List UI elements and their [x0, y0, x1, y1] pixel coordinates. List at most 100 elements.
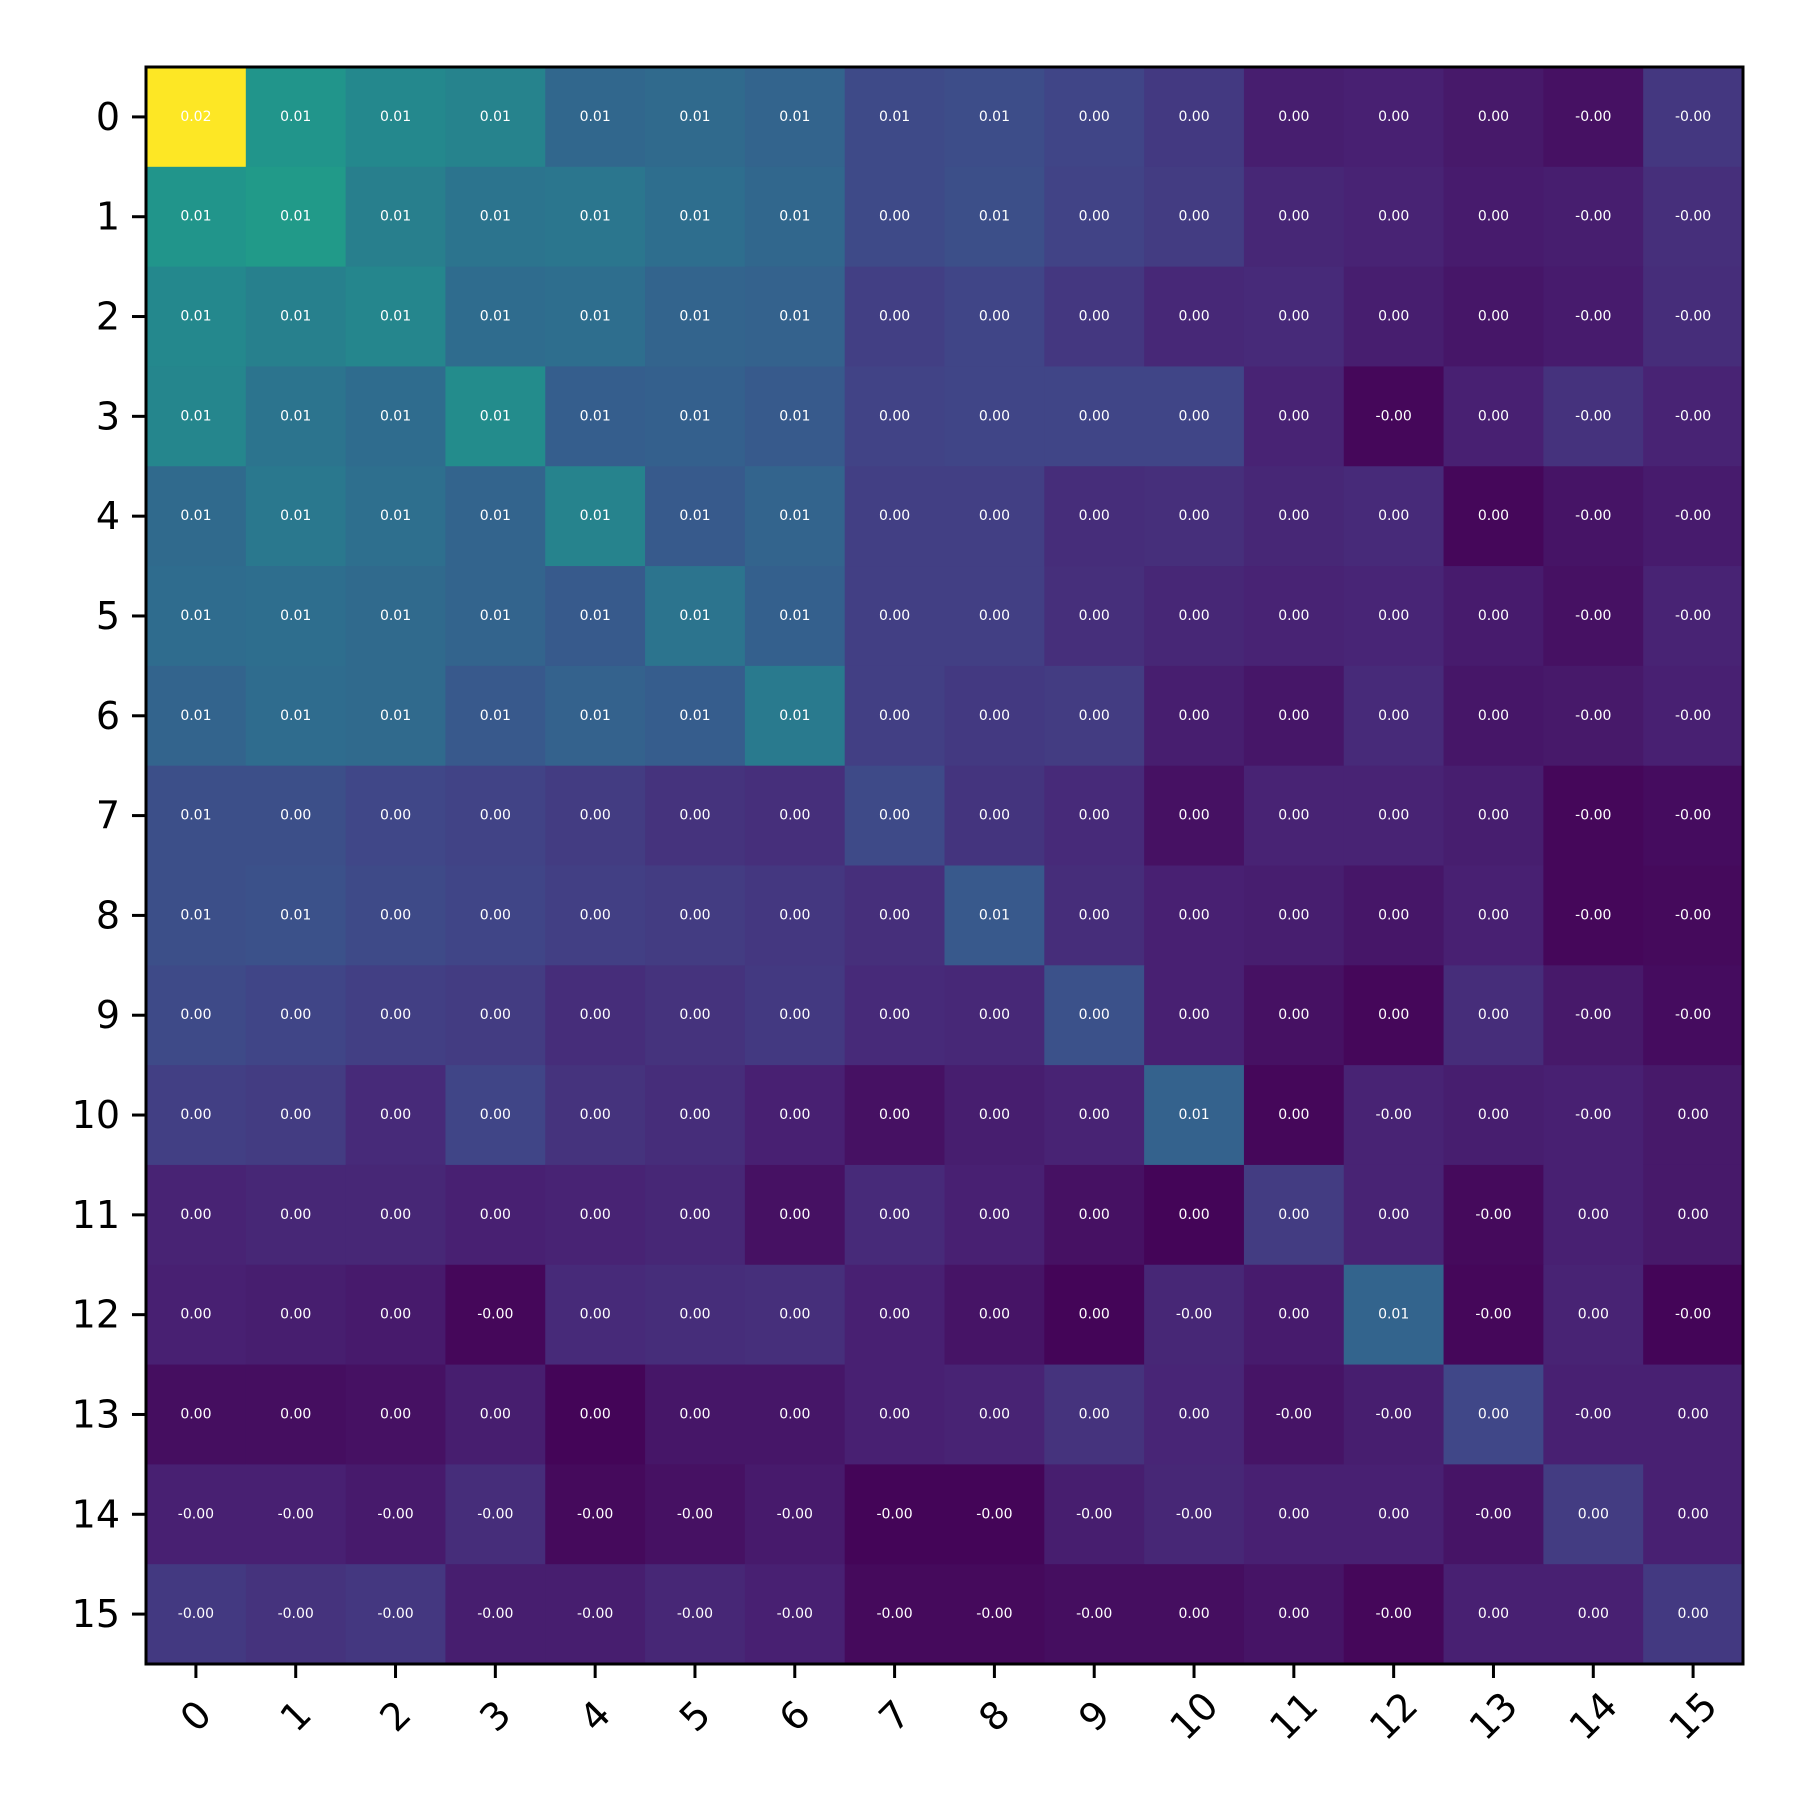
y-tick-label: 13 [72, 1392, 120, 1436]
cell-value-label: 0.00 [1378, 209, 1409, 225]
heatmap-cell [1144, 1164, 1245, 1266]
cell-value-label: 0.00 [1478, 1606, 1509, 1622]
heatmap-cell [545, 865, 646, 966]
heatmap-cell [744, 1464, 846, 1565]
cell-value-label: 0.01 [380, 408, 411, 424]
heatmap-cell [744, 965, 846, 1066]
cell-value-label: 0.00 [1478, 209, 1509, 225]
cell-value-label: 0.00 [1478, 608, 1509, 624]
heatmap-cell [1443, 366, 1544, 467]
cell-value-label: -0.00 [876, 1506, 912, 1522]
heatmap-cell [245, 67, 347, 168]
heatmap-cell [146, 665, 247, 767]
cell-value-label: -0.00 [1176, 1307, 1212, 1323]
cell-value-label: 0.00 [879, 1207, 910, 1223]
cell-value-label: -0.00 [876, 1606, 912, 1622]
cell-value-label: 0.01 [580, 309, 611, 325]
heatmap-cell [1643, 965, 1744, 1066]
cell-value-label: 0.00 [679, 1007, 710, 1023]
heatmap-cell [445, 266, 546, 368]
heatmap-cell [1643, 67, 1744, 168]
cell-value-label: -0.00 [1575, 1406, 1611, 1422]
cell-value-label: 0.01 [580, 408, 611, 424]
heatmap-cell [146, 1564, 247, 1665]
heatmap-cell [1343, 1264, 1445, 1366]
heatmap-cell [545, 566, 646, 667]
heatmap-cell [1543, 67, 1644, 168]
cell-value-label: 0.00 [1079, 708, 1110, 724]
heatmap-cell [1343, 67, 1445, 168]
cell-value-label: 0.00 [1478, 708, 1509, 724]
heatmap-cell [1243, 67, 1345, 168]
heatmap-cell [645, 1464, 746, 1565]
heatmap-cell [1343, 765, 1445, 867]
heatmap-cell [1044, 965, 1145, 1066]
heatmap-cell [1044, 566, 1145, 667]
cell-value-label: 0.00 [1079, 508, 1110, 524]
cell-value-label: 0.00 [779, 1107, 810, 1123]
cell-value-label: 0.00 [1378, 907, 1409, 923]
heatmap-cell [445, 965, 546, 1066]
cell-value-label: 0.00 [180, 1107, 211, 1123]
heatmap-cell [844, 1164, 946, 1266]
heatmap-cell [645, 965, 746, 1066]
heatmap-cell [1343, 1464, 1445, 1565]
cell-value-label: 0.00 [979, 808, 1010, 824]
heatmap-cell [1243, 665, 1345, 767]
heatmap-cell [545, 965, 646, 1066]
heatmap-cell [1343, 1364, 1445, 1465]
cell-value-label: -0.00 [577, 1606, 613, 1622]
heatmap-cell [1144, 466, 1245, 567]
heatmap-cell [944, 1564, 1045, 1665]
heatmap-cell [545, 1065, 646, 1166]
cell-value-label: 0.00 [1178, 708, 1209, 724]
cell-value-label: 0.00 [979, 1007, 1010, 1023]
cell-value-label: -0.00 [1376, 1606, 1412, 1622]
heatmap-cell [844, 965, 946, 1066]
cell-value-label: 0.01 [180, 408, 211, 424]
cell-value-label: -0.00 [1475, 1307, 1511, 1323]
cell-value-label: 0.00 [1079, 1207, 1110, 1223]
heatmap-cell [1243, 566, 1345, 667]
cell-value-label: 0.01 [180, 608, 211, 624]
cell-value-label: 0.00 [779, 1406, 810, 1422]
cell-value-label: 0.00 [1178, 1606, 1209, 1622]
cell-value-label: 0.01 [779, 309, 810, 325]
heatmap-cell [645, 1264, 746, 1366]
heatmap-cell [1144, 1264, 1245, 1366]
heatmap-cell [1643, 865, 1744, 966]
cell-value-label: -0.00 [976, 1606, 1012, 1622]
cell-value-label: 0.00 [1378, 808, 1409, 824]
heatmap-cell [1443, 865, 1544, 966]
y-tick-label: 2 [96, 295, 120, 339]
heatmap-cell [445, 1564, 546, 1665]
cell-value-label: 0.00 [380, 1406, 411, 1422]
cell-value-label: 0.00 [879, 708, 910, 724]
cell-value-label: 0.00 [1478, 508, 1509, 524]
heatmap-cell [1044, 1464, 1145, 1565]
cell-value-label: 0.01 [280, 708, 311, 724]
heatmap-cell [1643, 1464, 1744, 1565]
cell-value-label: 0.01 [180, 309, 211, 325]
heatmap-cell [545, 67, 646, 168]
heatmap-cell [1343, 366, 1445, 467]
heatmap-cell [146, 1464, 247, 1565]
cell-value-label: 0.00 [1278, 1007, 1309, 1023]
cell-value-label: 0.01 [580, 508, 611, 524]
cell-value-label: 0.00 [1578, 1606, 1609, 1622]
cell-value-label: 0.00 [1278, 1606, 1309, 1622]
cell-value-label: 0.01 [779, 708, 810, 724]
cell-value-label: -0.00 [1675, 209, 1711, 225]
cell-value-label: 0.00 [779, 808, 810, 824]
cell-value-label: 0.00 [1278, 808, 1309, 824]
heatmap-cell [645, 67, 746, 168]
y-tick-label: 1 [96, 195, 120, 239]
heatmap-cell [1243, 166, 1345, 268]
cells-layer [146, 67, 1744, 1665]
heatmap-cell [844, 1065, 946, 1166]
heatmap-cell [744, 1264, 846, 1366]
cell-value-label: -0.00 [777, 1606, 813, 1622]
heatmap-cell [1144, 1564, 1245, 1665]
heatmap-cell [1543, 466, 1644, 567]
cell-value-label: -0.00 [1675, 808, 1711, 824]
